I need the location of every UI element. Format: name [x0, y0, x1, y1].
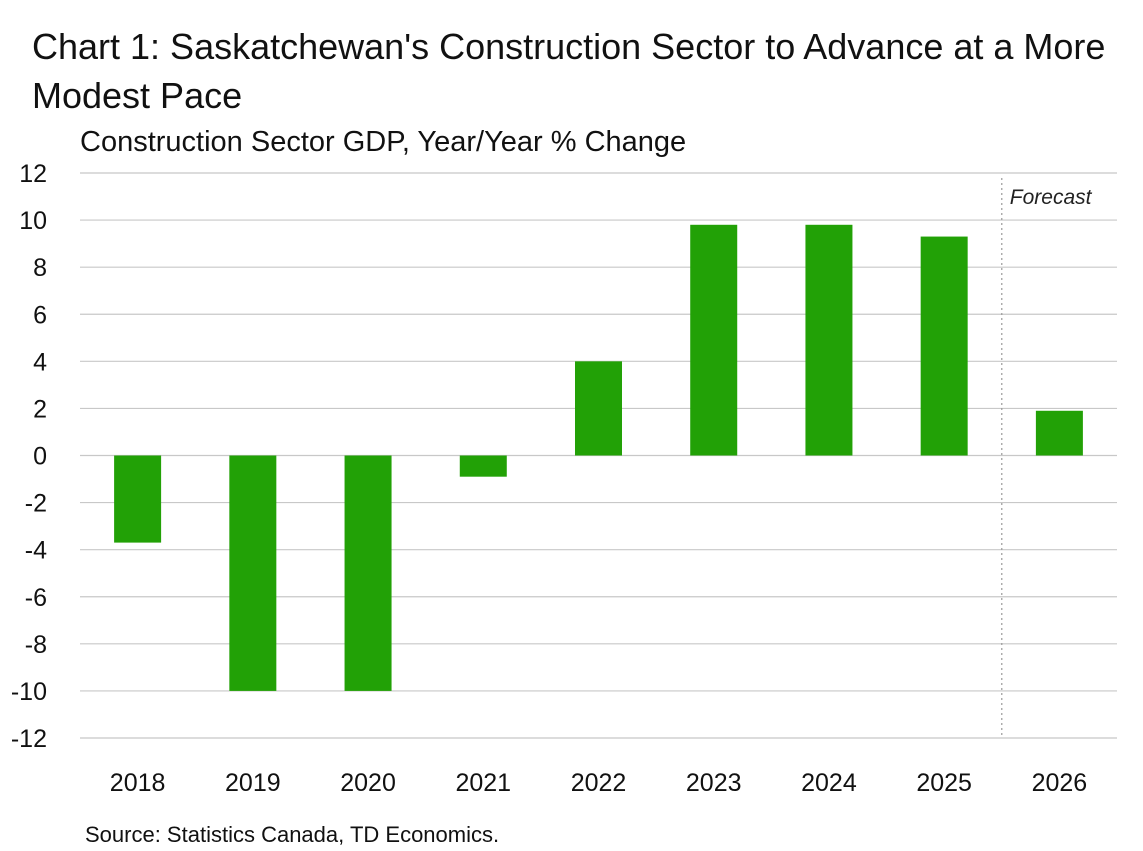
x-tick-label: 2023	[686, 769, 742, 797]
chart-title: Chart 1: Saskatchewan's Construction Sec…	[32, 26, 1106, 116]
bar-2019	[229, 455, 277, 691]
chart-subtitle: Construction Sector GDP, Year/Year % Cha…	[80, 126, 687, 158]
bar-2026	[1035, 410, 1083, 456]
x-tick-label: 2019	[225, 769, 281, 797]
x-tick-label: 2024	[801, 769, 857, 797]
x-tick-label: 2026	[1032, 769, 1088, 797]
y-tick-label: 2	[33, 395, 47, 423]
bar-2023	[690, 224, 738, 456]
annotations: Forecast	[1001, 178, 1093, 735]
y-tick-label: -6	[25, 584, 47, 612]
x-tick-label: 2020	[340, 769, 396, 797]
source-note: Source: Statistics Canada, TD Economics.	[85, 822, 500, 847]
forecast-label: Forecast	[1010, 186, 1093, 209]
x-tick-label: 2022	[571, 769, 627, 797]
x-tick-label: 2018	[110, 769, 166, 797]
bar-2020	[344, 455, 392, 691]
y-tick-label: 4	[33, 348, 47, 376]
bar-2018	[114, 455, 162, 543]
y-tick-label: 6	[33, 301, 47, 329]
bar-2025	[920, 236, 968, 456]
bar-2021	[459, 455, 507, 477]
y-tick-label: -12	[11, 725, 47, 753]
y-tick-label: 8	[33, 254, 47, 282]
bar-2024	[805, 224, 853, 456]
bar-2022	[575, 361, 622, 456]
y-tick-label: -2	[25, 490, 47, 518]
y-tick-label: -4	[25, 537, 47, 565]
y-tick-label: -10	[11, 678, 47, 706]
y-axis-ticks: 12 10 8 6 4 2 0 -2 -4 -6 -8 -10 -12	[11, 160, 47, 753]
bars	[114, 224, 1083, 691]
x-tick-label: 2025	[916, 769, 972, 797]
y-tick-label: 0	[33, 443, 47, 471]
x-tick-label: 2021	[455, 769, 511, 797]
y-tick-label: 12	[19, 160, 47, 188]
y-tick-label: -8	[25, 631, 47, 659]
y-tick-label: 10	[19, 207, 47, 235]
x-axis-ticks: 2018 2019 2020 2021 2022 2023 2024 2025 2026	[110, 769, 1087, 797]
